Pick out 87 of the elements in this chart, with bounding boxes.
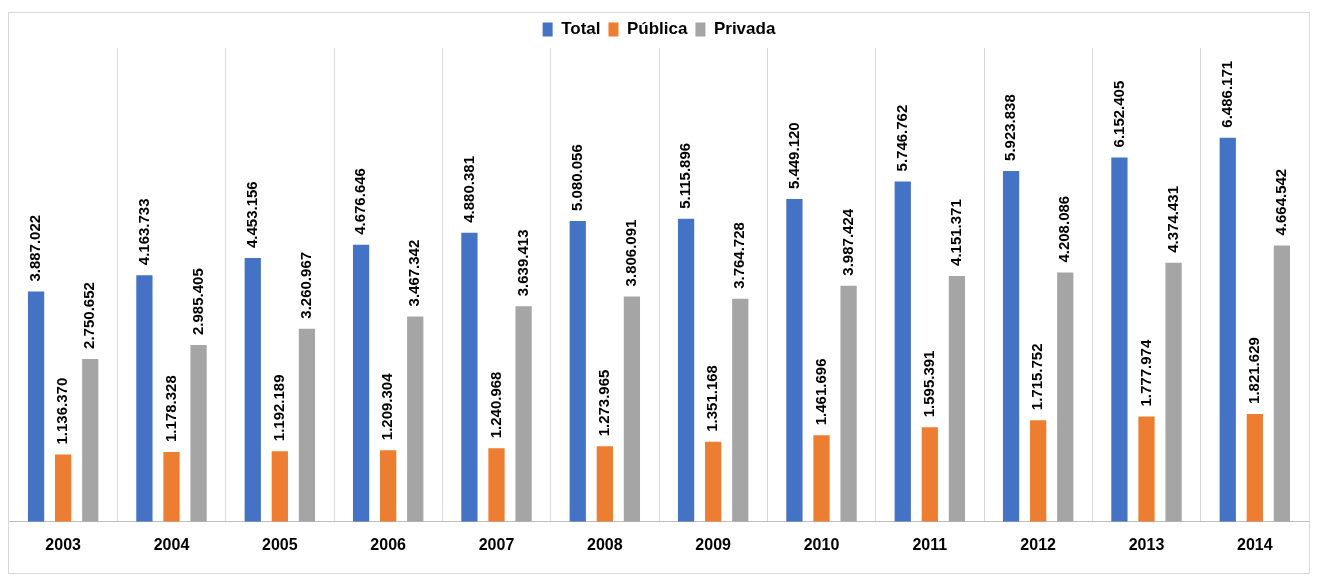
- legend-label: Privada: [713, 19, 776, 39]
- bar: [163, 452, 180, 522]
- bar: [461, 232, 478, 522]
- data-label: 3.987.424: [838, 208, 856, 276]
- x-tick-label: 2006: [370, 535, 407, 553]
- data-label: 5.746.762: [892, 104, 910, 172]
- bar: [894, 181, 911, 522]
- x-tick-label: 2012: [1020, 535, 1057, 553]
- bar: [786, 199, 803, 522]
- data-label: 1.461.696: [811, 358, 829, 426]
- data-label: 2.985.405: [188, 268, 206, 335]
- x-tick-label: 2013: [1128, 535, 1165, 553]
- bar: [840, 285, 857, 522]
- bar: [82, 358, 99, 522]
- data-label: 1.821.629: [1244, 337, 1262, 404]
- data-label: 4.676.646: [351, 168, 369, 235]
- bar: [1219, 137, 1236, 522]
- x-tick-label: 2009: [695, 535, 732, 553]
- bar: [1111, 157, 1128, 522]
- data-label: 4.163.733: [134, 198, 152, 266]
- data-label: 4.151.371: [947, 199, 965, 266]
- data-label: 1.209.304: [378, 372, 396, 441]
- data-label: 4.374.431: [1163, 185, 1181, 253]
- data-label: 3.639.413: [513, 229, 531, 297]
- data-label: 1.351.168: [703, 365, 721, 432]
- data-label: 1.715.752: [1028, 343, 1046, 411]
- x-tick-label: 2008: [587, 535, 623, 553]
- data-label: 3.260.967: [297, 251, 315, 319]
- data-label: 4.664.542: [1272, 168, 1290, 236]
- data-label: 1.595.391: [919, 350, 937, 418]
- data-label: 3.887.022: [26, 214, 44, 282]
- bar: [1002, 170, 1020, 522]
- data-label: 1.273.965: [594, 369, 612, 437]
- bar: [298, 328, 316, 522]
- data-label: 2.750.652: [80, 282, 98, 349]
- bar: [677, 218, 695, 522]
- bar: [1030, 420, 1047, 522]
- legend-label: Total: [561, 19, 601, 39]
- x-tick-label: 2005: [262, 535, 298, 553]
- bar: [352, 244, 370, 522]
- data-label: 4.880.381: [459, 156, 477, 223]
- x-tick-label: 2007: [478, 535, 515, 553]
- data-label: 5.449.120: [784, 122, 802, 190]
- data-label: 3.467.342: [405, 239, 423, 307]
- bar: [921, 427, 938, 522]
- x-tick-label: 2011: [912, 535, 948, 553]
- bar: [948, 275, 966, 522]
- data-label: 1.777.974: [1136, 339, 1154, 407]
- bar: [705, 441, 722, 522]
- data-label: 4.453.156: [242, 181, 260, 249]
- bar: [55, 454, 72, 522]
- legend-label: Pública: [626, 19, 688, 39]
- bar: [732, 298, 749, 522]
- data-label: 6.486.171: [1217, 60, 1235, 128]
- data-label: 6.152.405: [1109, 80, 1127, 148]
- x-tick-label: 2004: [153, 535, 190, 553]
- data-label: 5.080.056: [567, 144, 585, 211]
- bar: [1138, 416, 1155, 522]
- data-label: 3.806.091: [622, 219, 640, 287]
- bar: [1165, 262, 1182, 522]
- bar: [407, 316, 424, 522]
- x-tick-label: 2003: [45, 535, 82, 553]
- bar: [271, 451, 288, 522]
- bar: [1057, 272, 1074, 522]
- bar: [623, 296, 641, 522]
- bar: [515, 306, 532, 522]
- bar: [136, 275, 153, 522]
- x-tick-label: 2010: [803, 535, 840, 553]
- data-label: 1.178.328: [161, 375, 179, 443]
- bar: [813, 435, 830, 522]
- data-label: 5.115.896: [676, 142, 694, 209]
- bar: [488, 448, 505, 522]
- bar: [569, 220, 586, 522]
- data-label: 5.923.838: [1001, 94, 1019, 161]
- bar: [1246, 413, 1263, 522]
- bar: [27, 291, 45, 522]
- data-label: 1.240.968: [486, 371, 504, 439]
- bar: [1273, 245, 1291, 522]
- bar: [244, 258, 261, 522]
- x-tick-label: 2014: [1237, 535, 1273, 553]
- bar: [596, 446, 613, 522]
- data-label: 1.136.370: [53, 377, 71, 445]
- data-label: 4.208.086: [1055, 195, 1073, 263]
- bar: [190, 344, 207, 522]
- bar: [380, 450, 397, 522]
- data-label: 1.192.189: [269, 374, 287, 442]
- data-label: 3.764.728: [730, 222, 748, 289]
